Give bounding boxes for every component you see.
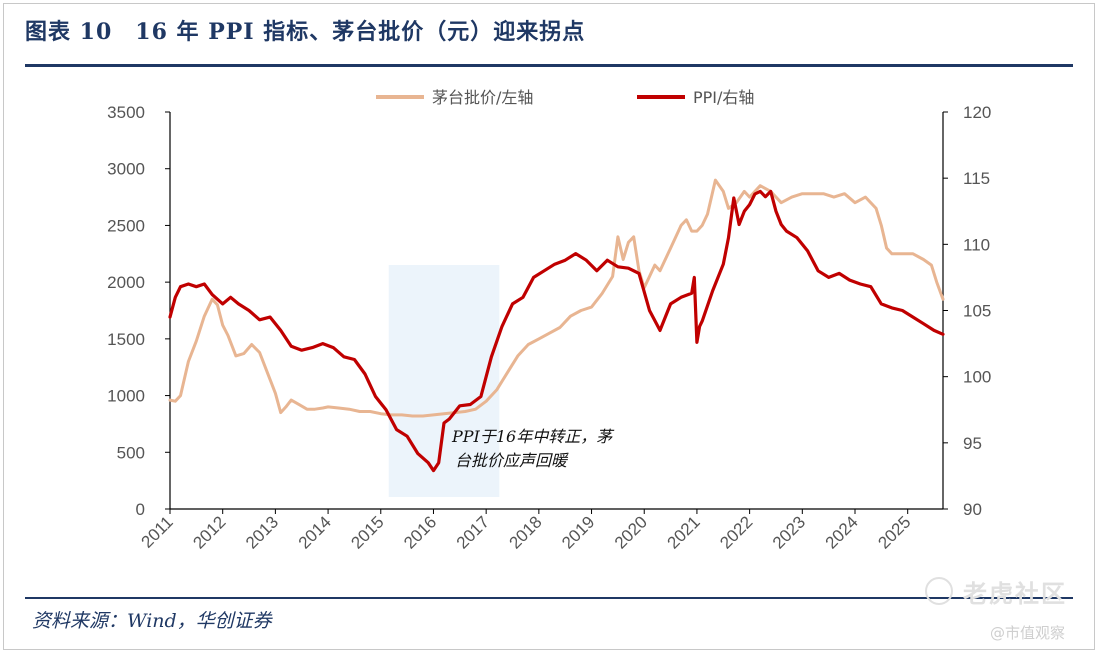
series-line-maotai <box>168 178 945 418</box>
x-tick-label: 2015 <box>347 512 387 552</box>
x-tick-label: 2014 <box>295 512 335 552</box>
title-rule <box>25 64 1073 67</box>
x-tick-label: 2024 <box>822 512 862 552</box>
x-tick-label: 2017 <box>453 512 493 552</box>
series-line-ppi <box>168 189 945 473</box>
y-left-tick-label: 2000 <box>107 273 145 292</box>
x-tick-label: 2023 <box>769 512 809 552</box>
y-left-tick-label: 0 <box>136 500 145 519</box>
x-tick-label: 2013 <box>242 512 282 552</box>
x-tick-label: 2021 <box>664 512 704 552</box>
highlight-band <box>388 265 500 497</box>
y-right-tick-label: 105 <box>963 302 991 321</box>
figure-frame <box>3 3 1095 650</box>
y-right-tick-label: 115 <box>963 169 990 188</box>
y-right-tick-label: 120 <box>963 103 991 122</box>
x-tick-label: 2019 <box>558 512 598 552</box>
source-rule <box>25 597 1073 599</box>
y-left-tick-label: 1500 <box>107 330 145 349</box>
chart-legend: 茅台批价/左轴 PPI/右轴 <box>376 88 754 107</box>
x-tick-label: 2020 <box>611 512 651 552</box>
annotation-line-2: 台批价应声回暖 <box>455 451 569 470</box>
x-tick-label: 2018 <box>505 512 545 552</box>
x-tick-label: 2025 <box>874 512 914 552</box>
watermark-logo-icon <box>925 577 953 605</box>
y-left-tick-label: 3500 <box>107 103 145 122</box>
watermark-sub: @市值观察 <box>990 624 1066 642</box>
y-left-tick-label: 2500 <box>107 216 145 235</box>
y-left-tick-label: 1000 <box>107 387 145 406</box>
y-right-tick-label: 95 <box>963 434 982 453</box>
x-tick-label: 2012 <box>189 512 229 552</box>
annotation-line-1: PPI于16年中转正，茅 <box>451 427 615 446</box>
chart-annotation: PPI于16年中转正，茅 台批价应声回暖 <box>451 427 615 470</box>
y-left-tick-label: 500 <box>117 443 145 462</box>
x-tick-label: 2022 <box>716 512 756 552</box>
y-right-tick-label: 90 <box>963 500 982 519</box>
x-tick-label: 2016 <box>400 512 440 552</box>
y-left-tick-label: 3000 <box>107 160 145 179</box>
watermark-main: 老虎社区 <box>963 580 1067 608</box>
y-right-tick-label: 100 <box>963 368 991 387</box>
legend-label-maotai: 茅台批价/左轴 <box>432 88 533 107</box>
legend-label-ppi: PPI/右轴 <box>693 88 754 107</box>
source-note: 资料来源：Wind，华创证券 <box>32 610 272 632</box>
figure-title: 图表 10 16 年 PPI 指标、茅台批价（元）迎来拐点 <box>25 19 586 45</box>
y-right-tick-label: 110 <box>963 235 990 254</box>
